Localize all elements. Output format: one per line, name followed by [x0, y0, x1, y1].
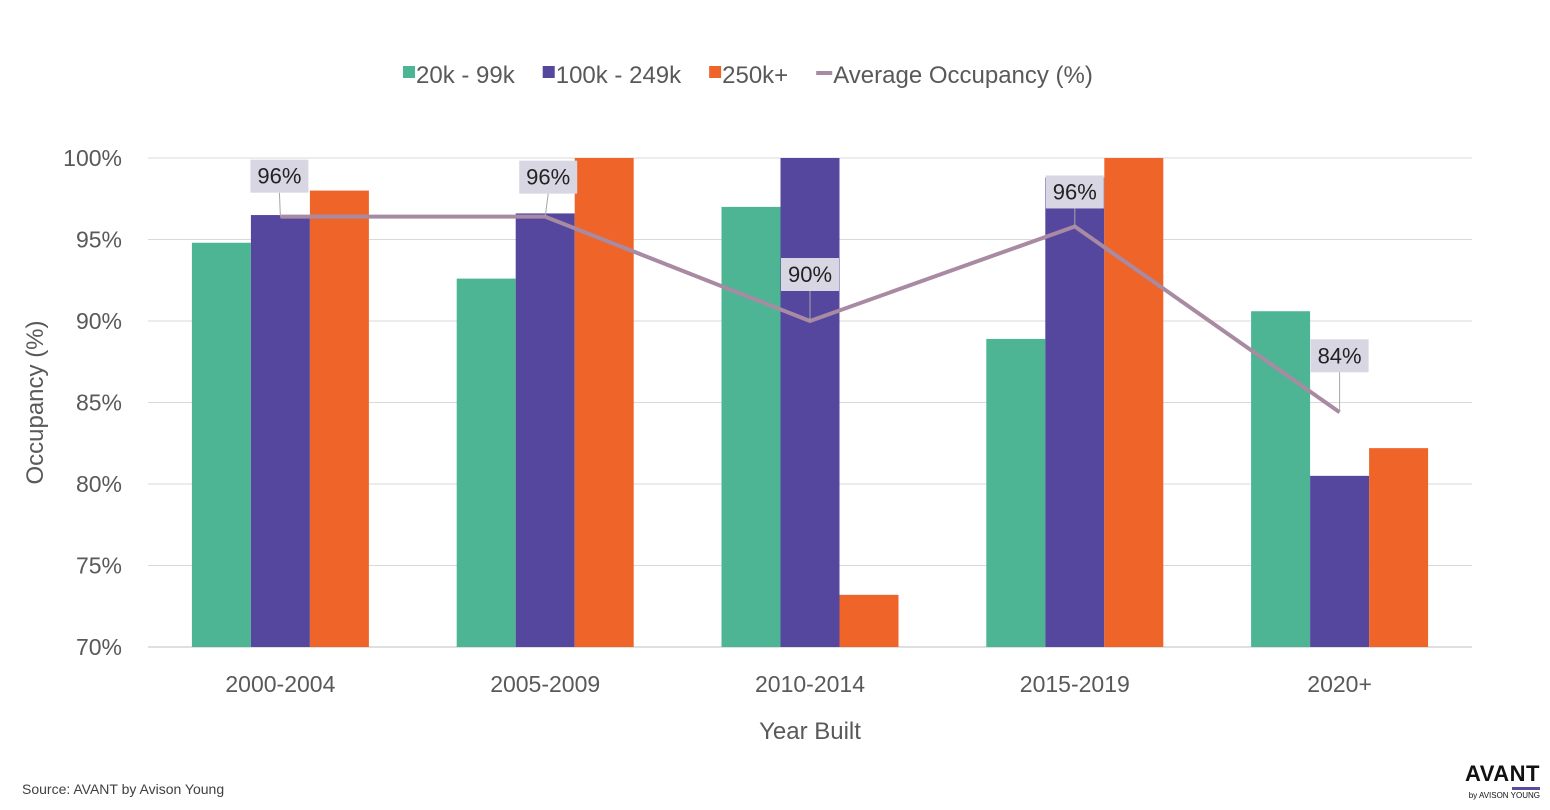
bar	[1045, 177, 1105, 647]
legend-label: Average Occupancy (%)	[833, 62, 1093, 89]
axes: 70% 75% 80% 85% 90% 95% 100% 2000-2004 2005-2009…	[22, 145, 1372, 745]
data-label-box	[519, 160, 578, 194]
bar	[515, 213, 575, 648]
data-label: 84%	[1318, 343, 1362, 368]
legend-label: 100k - 249k	[556, 62, 682, 89]
data-label-box	[1045, 175, 1104, 209]
y-tick-label: 95%	[76, 227, 122, 253]
legend-swatch	[709, 66, 722, 78]
data-label-leader	[544, 193, 549, 217]
x-axis-title: Year Built	[759, 718, 861, 745]
x-tick-label: 2000-2004	[225, 671, 335, 697]
logo-accent-bar	[1512, 787, 1540, 790]
legend-swatch	[403, 66, 415, 78]
x-tick-label: 2015-2019	[1020, 671, 1130, 697]
y-tick-label: 90%	[76, 308, 122, 334]
data-labels: 96% 96% 90% 96% 84%	[250, 159, 1369, 413]
y-axis-title: Occupancy (%)	[22, 320, 49, 484]
bar	[1310, 475, 1370, 647]
legend-label: 250k+	[722, 62, 788, 89]
bar	[456, 278, 516, 647]
x-tick-label: 2005-2009	[490, 671, 600, 697]
y-tick-label: 85%	[76, 390, 122, 416]
bar	[721, 206, 781, 647]
legend: 20k - 99k 100k - 249k 250k+ Average Occupan…	[403, 62, 1093, 89]
data-label-box	[250, 159, 309, 193]
legend-swatch	[542, 66, 555, 78]
x-tick-label: 2020+	[1307, 671, 1372, 697]
y-tick-label: 80%	[76, 471, 122, 497]
bar	[839, 594, 899, 647]
y-tick-label: 75%	[76, 553, 122, 579]
data-label: 96%	[1053, 179, 1097, 204]
bars	[191, 158, 1429, 648]
bar	[309, 190, 369, 647]
data-label-leader	[278, 192, 281, 217]
logo-main-text: AVANT	[1464, 761, 1540, 786]
bar	[250, 215, 310, 648]
data-label-box	[781, 258, 839, 291]
bar	[1251, 311, 1311, 647]
y-tick-label: 100%	[63, 145, 122, 171]
source-note: Source: AVANT by Avison Young	[22, 781, 225, 797]
data-label: 96%	[257, 164, 301, 189]
data-label: 96%	[526, 165, 570, 190]
avant-logo: AVANT by AVISON YOUNG	[1465, 762, 1540, 800]
legend-label: 20k - 99k	[416, 62, 516, 89]
bar	[1104, 158, 1164, 647]
logo-sub-text: by AVISON YOUNG	[1468, 791, 1540, 800]
bar	[986, 338, 1046, 647]
x-tick-label: 2010-2014	[755, 671, 865, 697]
data-label-box	[1310, 339, 1369, 373]
bar	[1369, 448, 1429, 647]
data-label: 90%	[788, 262, 832, 287]
bar	[191, 242, 251, 647]
y-tick-label: 70%	[76, 634, 122, 660]
bar	[780, 158, 840, 647]
